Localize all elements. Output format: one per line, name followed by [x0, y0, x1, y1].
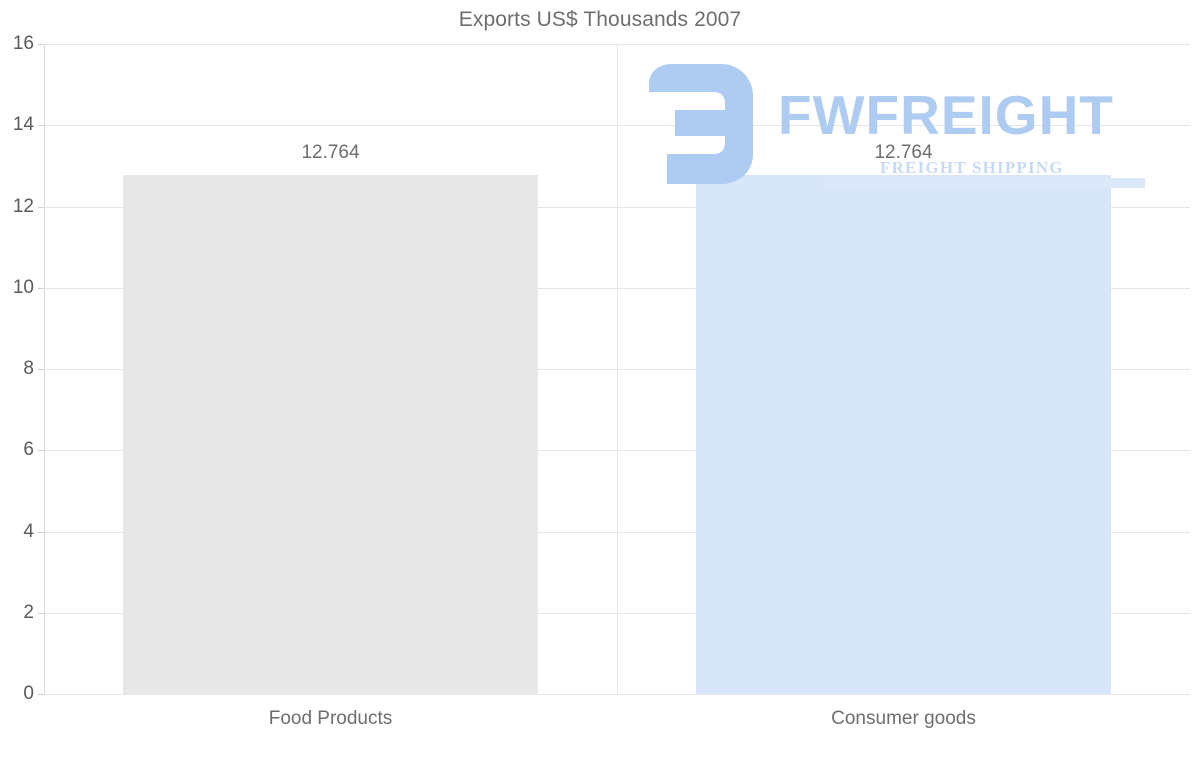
bar-value-label: 12.764 — [301, 142, 360, 164]
y-axis-tick-label: 10 — [12, 276, 34, 298]
y-axis-tick-label: 6 — [23, 439, 34, 461]
y-axis-tick-label: 14 — [12, 114, 34, 136]
bar-value-label: 12.764 — [874, 142, 933, 164]
gridline-vertical — [617, 44, 618, 694]
y-axis-tick-label: 4 — [23, 520, 34, 542]
bar-food-products[interactable] — [122, 175, 539, 694]
x-axis-tick-label: Food Products — [268, 708, 393, 729]
chart-title: Exports US$ Thousands 2007 — [458, 8, 742, 31]
y-axis-tick-label: 8 — [23, 358, 34, 379]
y-axis-tick-label: 2 — [23, 601, 34, 623]
y-axis-tick-mark — [38, 694, 45, 695]
gridline-horizontal — [44, 694, 1190, 695]
y-axis-tick-mark — [38, 206, 45, 208]
y-axis-tick-mark — [38, 125, 45, 127]
plot-area — [44, 44, 1190, 695]
y-axis-tick-mark — [38, 287, 45, 289]
y-axis-tick-mark — [38, 369, 45, 370]
y-axis-tick-mark — [38, 44, 45, 45]
y-axis-tick-mark — [38, 612, 45, 614]
y-axis-tick-mark — [38, 531, 45, 533]
x-axis-tick-label: Consumer goods — [831, 708, 976, 729]
y-axis-tick-label: 16 — [12, 33, 34, 54]
bar-consumer-goods[interactable] — [695, 175, 1112, 694]
y-axis-tick-mark — [38, 450, 45, 452]
y-axis-tick-label: 0 — [23, 683, 34, 704]
y-axis-tick-label: 12 — [12, 195, 34, 217]
